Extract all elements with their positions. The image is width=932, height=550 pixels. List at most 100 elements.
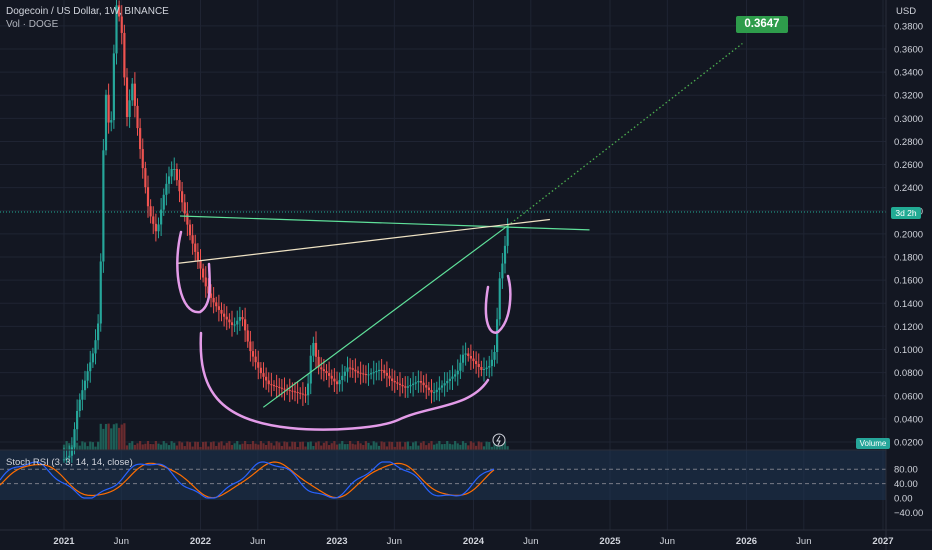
candle-body xyxy=(272,385,276,387)
candle-body xyxy=(349,367,352,369)
candle-body xyxy=(241,317,244,320)
candle-body xyxy=(70,447,73,456)
volume-bar xyxy=(317,441,320,450)
candle-body xyxy=(76,410,79,430)
volume-bar xyxy=(380,441,383,450)
volume-bar xyxy=(249,444,252,450)
volume-bar xyxy=(104,423,108,450)
volume-bar xyxy=(199,446,202,450)
candle-body xyxy=(233,324,236,326)
trend-drawings[interactable] xyxy=(176,43,743,431)
volume-tag: Volume xyxy=(856,438,890,449)
candle-body xyxy=(73,429,76,448)
volume-bar xyxy=(139,441,142,450)
falling-resistance-line xyxy=(180,215,590,231)
time-tick-label: 2024 xyxy=(463,536,485,547)
volume-bar xyxy=(136,443,139,450)
price-tick-label: 0.3400 xyxy=(894,68,923,79)
candle-body xyxy=(181,191,184,203)
time-tick-label: 2021 xyxy=(53,536,75,547)
time-axis: 2021 Jun 2022 Jun 2023 Jun 2024 Jun 2025 Jun 2026 J… xyxy=(53,536,893,547)
candle-body xyxy=(196,251,199,261)
volume-bar xyxy=(372,441,375,450)
candle-body xyxy=(280,387,283,389)
candle-body xyxy=(351,368,354,370)
candle-body xyxy=(68,455,71,458)
candle-body xyxy=(493,352,496,360)
candle-body xyxy=(78,399,81,411)
volume-bar xyxy=(385,446,388,450)
volume-bar xyxy=(396,441,399,450)
volume-bar xyxy=(225,442,228,450)
candle-body xyxy=(314,342,318,357)
candle-body xyxy=(498,278,501,320)
target-price-flag[interactable]: 0.3647 xyxy=(736,16,788,33)
volume-bar xyxy=(112,424,115,450)
candle-body xyxy=(296,392,299,394)
candle-body xyxy=(244,319,247,331)
volume-bar xyxy=(330,443,333,450)
candle-body xyxy=(391,378,394,381)
candle-body xyxy=(503,245,507,264)
candle-body xyxy=(356,371,360,373)
volume-bar xyxy=(433,444,436,450)
volume-bar xyxy=(152,444,155,450)
volume-bars xyxy=(62,423,509,450)
candle-body xyxy=(154,223,157,232)
price-tick-label: 0.0800 xyxy=(894,368,923,379)
currency-label: USD xyxy=(896,6,917,17)
candle-body xyxy=(86,371,89,381)
candle-body xyxy=(370,373,373,375)
volume-bar xyxy=(257,444,260,450)
time-tick-label: 2022 xyxy=(190,536,211,547)
candle-body xyxy=(325,371,328,374)
candle-body xyxy=(220,309,223,314)
volume-bar xyxy=(178,441,181,450)
candle-body xyxy=(377,369,381,371)
candle-body xyxy=(115,5,118,54)
volume-bar xyxy=(217,442,220,450)
volume-bar xyxy=(170,441,173,450)
volume-bar xyxy=(175,445,178,450)
volume-legend: Vol · DOGE xyxy=(6,19,59,30)
candle-body xyxy=(102,150,105,262)
left-lip-curve xyxy=(176,230,212,314)
volume-bar xyxy=(367,442,370,450)
candle-body xyxy=(257,362,260,368)
volume-bar xyxy=(451,444,454,450)
volume-bar xyxy=(204,441,207,450)
volume-bar xyxy=(359,443,362,450)
volume-bar xyxy=(97,441,100,450)
candle-body xyxy=(131,83,134,101)
lightning-alert-icon[interactable] xyxy=(492,433,506,447)
candle-body xyxy=(228,319,231,323)
candle-body xyxy=(448,378,451,381)
volume-bar xyxy=(254,443,257,450)
candle-body xyxy=(506,225,509,246)
volume-bar xyxy=(230,444,234,450)
volume-bar xyxy=(320,445,323,450)
volume-bar xyxy=(338,443,341,450)
volume-bar xyxy=(275,441,278,450)
projection-line xyxy=(507,43,743,227)
candle-body xyxy=(362,373,365,375)
volume-bar xyxy=(107,423,110,450)
volume-bar xyxy=(412,442,415,450)
candle-body xyxy=(62,459,66,461)
volume-bar xyxy=(435,443,438,450)
time-tick-label: Jun xyxy=(523,536,538,547)
candle-body xyxy=(443,383,446,386)
volume-bar xyxy=(202,441,205,450)
candle-body xyxy=(136,105,139,129)
price-tick-label: 0.2600 xyxy=(894,160,923,171)
time-tick-label: Jun xyxy=(114,536,129,547)
volume-bar xyxy=(293,441,297,450)
candle-body xyxy=(259,367,262,374)
volume-bar xyxy=(383,442,386,450)
candle-body xyxy=(212,297,215,303)
volume-bar xyxy=(278,442,281,450)
candle-body xyxy=(157,224,160,232)
time-tick-label: Jun xyxy=(250,536,265,547)
time-tick-label: 2026 xyxy=(736,536,757,547)
